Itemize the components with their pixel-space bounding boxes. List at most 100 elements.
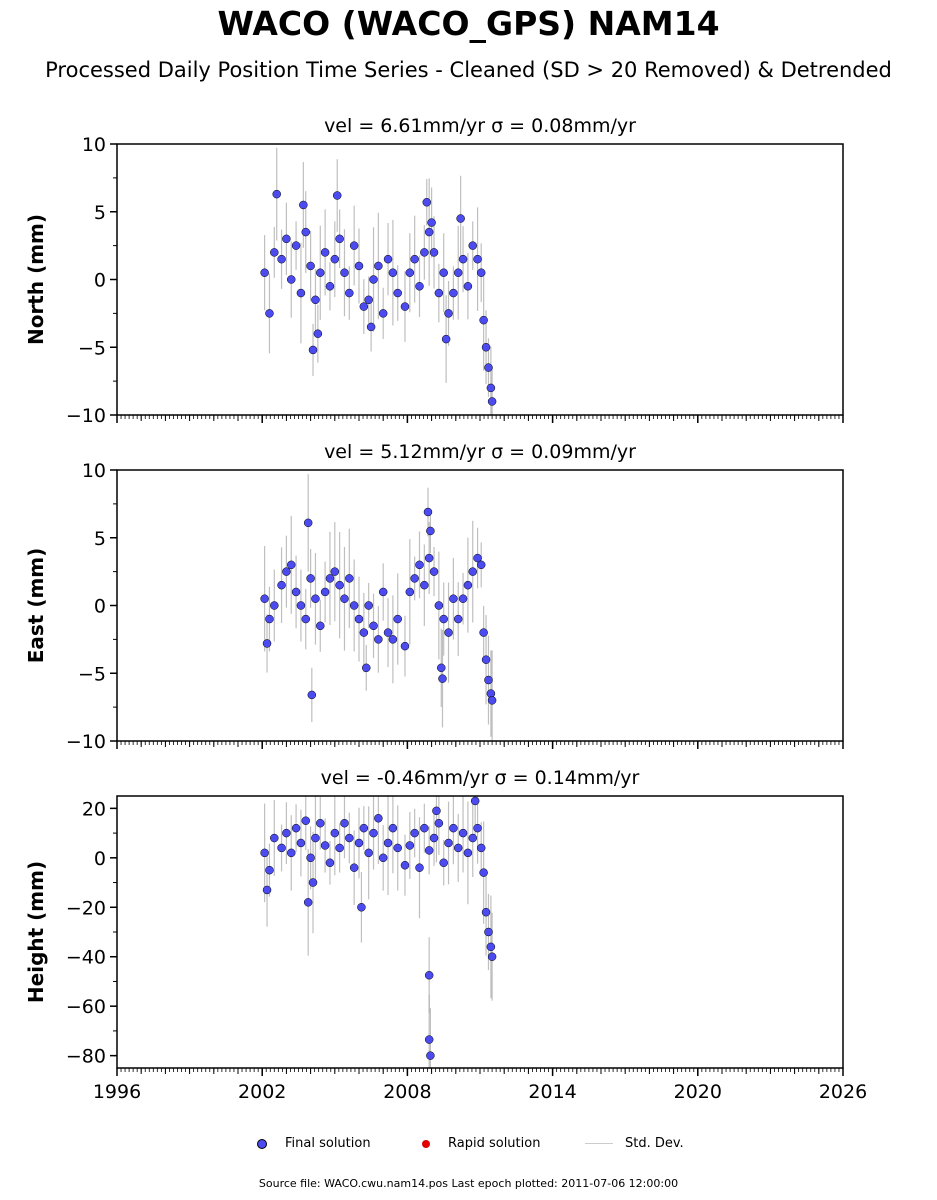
data-point <box>481 655 491 664</box>
data-point <box>345 833 354 843</box>
data-point <box>484 675 493 685</box>
source-note: Source file: WACO.cwu.nam14.pos Last epo… <box>258 1177 679 1190</box>
data-point <box>330 254 340 264</box>
data-point <box>393 614 402 624</box>
data-point <box>369 275 378 284</box>
panel-title: vel = 6.61mm/yr σ = 0.08mm/yr <box>324 115 636 137</box>
data-point <box>423 507 433 517</box>
data-point <box>316 818 325 828</box>
data-point <box>260 268 269 277</box>
data-point <box>393 288 402 298</box>
x-tick-label: 2014 <box>528 1081 576 1103</box>
x-tick-label: 1996 <box>93 1081 141 1103</box>
data-point <box>410 574 419 583</box>
panel-title: vel = -0.46mm/yr σ = 0.14mm/yr <box>321 767 640 789</box>
data-point <box>359 823 369 833</box>
data-point <box>374 814 383 823</box>
x-tick-label: 2020 <box>674 1081 722 1103</box>
legend-rapid-label: Rapid solution <box>448 1136 541 1151</box>
data-point <box>286 275 296 284</box>
data-point <box>306 853 315 863</box>
data-point <box>444 309 453 318</box>
data-point <box>374 261 383 271</box>
data-point <box>306 261 315 271</box>
data-point <box>282 828 291 838</box>
data-points <box>260 189 497 406</box>
data-point <box>420 248 429 257</box>
data-point <box>345 574 354 583</box>
data-point <box>438 674 447 683</box>
data-point <box>325 574 335 583</box>
y-tick-label: −60 <box>66 996 106 1018</box>
data-point <box>432 806 441 816</box>
data-point <box>325 282 335 291</box>
data-point <box>468 241 477 250</box>
data-point <box>468 833 477 843</box>
data-point <box>301 614 311 624</box>
data-point <box>410 254 419 264</box>
data-point <box>479 628 488 637</box>
data-point <box>301 227 311 237</box>
data-points <box>260 507 497 705</box>
data-point <box>383 628 393 637</box>
data-point <box>282 234 291 244</box>
data-point <box>426 1051 435 1060</box>
data-point <box>262 639 272 648</box>
data-point <box>306 574 315 583</box>
data-point <box>429 248 439 257</box>
data-point <box>308 878 318 887</box>
data-point <box>420 823 429 833</box>
data-point <box>463 580 473 590</box>
data-point <box>349 863 359 872</box>
data-point <box>291 823 301 833</box>
data-point <box>265 309 274 318</box>
data-point <box>378 587 388 597</box>
y-tick-label: 5 <box>94 202 106 224</box>
std-dev-line-marker <box>585 1143 613 1144</box>
y-tick-label: −10 <box>66 405 106 427</box>
y-axis-label: East (mm) <box>24 548 48 664</box>
data-point <box>378 853 388 863</box>
y-tick-label: −10 <box>66 731 106 753</box>
data-point <box>301 816 311 825</box>
y-tick-label: 5 <box>94 528 106 550</box>
data-point <box>400 641 410 651</box>
data-point <box>405 268 415 277</box>
data-point <box>415 863 424 872</box>
data-point <box>364 601 373 610</box>
data-point <box>265 614 274 624</box>
data-point <box>299 200 308 210</box>
legend-final-label: Final solution <box>285 1136 371 1151</box>
data-point <box>484 927 493 937</box>
data-point <box>340 268 349 277</box>
x-ticks <box>116 415 844 423</box>
data-point <box>374 635 383 644</box>
data-point <box>311 833 320 843</box>
y-axis-label: North (mm) <box>24 214 48 345</box>
data-point <box>424 553 434 563</box>
data-point <box>458 254 468 264</box>
x-tick-label: 2002 <box>238 1081 286 1103</box>
data-point <box>311 295 320 305</box>
data-point <box>354 261 364 271</box>
data-point <box>426 526 435 536</box>
data-point <box>444 838 453 848</box>
height-panel: vel = -0.46mm/yr σ = 0.14mm/yr Height (mm… <box>24 767 867 1103</box>
data-point <box>369 828 378 838</box>
rapid-solution-marker <box>422 1139 430 1148</box>
data-point <box>359 302 369 311</box>
data-point <box>345 288 354 298</box>
data-point <box>335 580 344 590</box>
data-point <box>479 868 488 877</box>
y-tick-label: 20 <box>82 798 106 820</box>
data-point <box>325 858 335 868</box>
std-dev-bars <box>264 474 493 741</box>
data-point <box>393 843 402 853</box>
y-tick-label: 0 <box>94 848 106 870</box>
data-point <box>383 254 393 264</box>
data-point <box>463 282 473 291</box>
data-point <box>473 254 482 264</box>
chart-subtitle: Processed Daily Position Time Series - C… <box>45 58 892 82</box>
y-tick-label: 10 <box>82 460 106 482</box>
data-point <box>362 663 371 673</box>
